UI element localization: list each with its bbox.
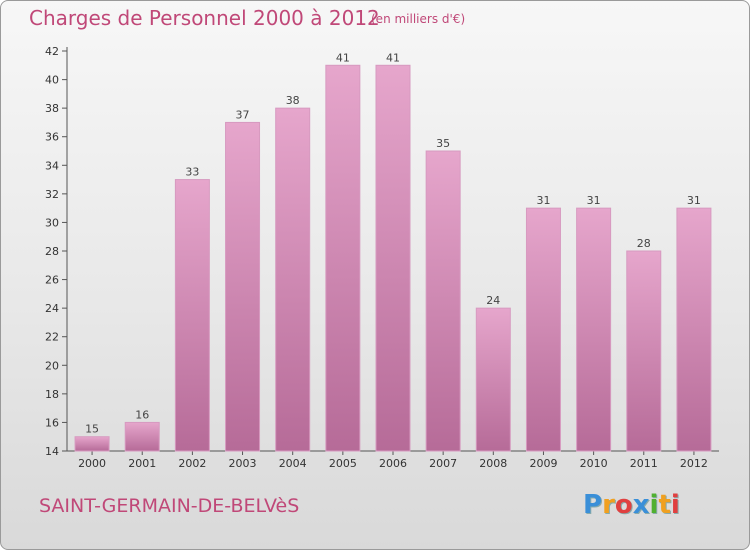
y-tick-label: 40 [45,74,59,87]
x-tick-label-2005: 2005 [329,457,357,470]
y-tick-label: 38 [45,102,59,115]
x-tick-label-2002: 2002 [178,457,206,470]
x-tick-label-2012: 2012 [680,457,708,470]
logo-letter: i [670,490,680,520]
y-tick-label: 36 [45,131,59,144]
value-label-2012: 31 [687,194,701,207]
bar-2003 [225,121,261,452]
value-label-2001: 16 [135,408,149,421]
x-tick-label-2003: 2003 [229,457,257,470]
bar-2010 [576,207,612,452]
chart-subtitle: (en milliers d'€) [371,12,466,26]
value-label-2000: 15 [85,423,99,436]
y-tick-label: 20 [45,359,59,372]
logo-letter: o [614,490,633,520]
value-label-2004: 38 [286,94,300,107]
value-label-2009: 31 [536,194,550,207]
x-tick-label-2008: 2008 [479,457,507,470]
proxiti-logo: Proxiti [583,490,680,520]
chart-title: Charges de Personnel 2000 à 2012 [29,6,380,30]
x-tick-label-2006: 2006 [379,457,407,470]
bar-2012 [676,207,712,452]
bar-2009 [525,207,561,452]
value-label-2005: 41 [336,51,350,64]
value-label-2006: 41 [386,51,400,64]
bar-2007 [425,150,461,452]
y-tick-label: 24 [45,302,59,315]
y-tick-label: 16 [45,416,59,429]
y-tick-label: 34 [45,159,59,172]
y-tick-label: 32 [45,188,59,201]
logo-letter: r [602,490,615,520]
logo-letter: i [649,490,659,520]
axes: 14 16 18 20 22 24 26 28 30 32 34 36 38 40 42 2000 2001 20… [45,45,719,470]
y-tick-label: 28 [45,245,59,258]
logo-letter: t [658,490,671,520]
bar-2000 [74,436,110,452]
commune-name: SAINT-GERMAIN-DE-BELVèS [39,495,300,517]
value-label-2002: 33 [185,166,199,179]
x-tick-label-2009: 2009 [529,457,557,470]
bar-2011 [626,250,662,452]
x-tick-label-2004: 2004 [279,457,307,470]
bar-2005 [325,64,361,452]
y-tick-label: 42 [45,45,59,58]
y-tick-label: 30 [45,216,59,229]
x-tick-label-2000: 2000 [78,457,106,470]
x-tick-label-2011: 2011 [630,457,658,470]
y-tick-label: 14 [45,445,59,458]
bar-2004 [275,107,311,452]
logo-letter: P [583,490,603,520]
x-tick-label-2001: 2001 [128,457,156,470]
y-tick-label: 18 [45,388,59,401]
bars: 15 16 33 37 38 41 41 35 24 31 31 28 31 [74,51,712,452]
bar-2002 [174,179,210,452]
x-tick-label-2010: 2010 [580,457,608,470]
value-label-2007: 35 [436,137,450,150]
x-tick-label-2007: 2007 [429,457,457,470]
value-label-2010: 31 [587,194,601,207]
value-label-2008: 24 [486,294,500,307]
bar-2001 [124,421,160,452]
value-label-2003: 37 [236,108,250,121]
logo-letter: x [632,490,650,520]
bar-2006 [375,64,411,452]
bar-2008 [475,307,511,452]
y-tick-label: 22 [45,331,59,344]
y-tick-label: 26 [45,274,59,287]
value-label-2011: 28 [637,237,651,250]
